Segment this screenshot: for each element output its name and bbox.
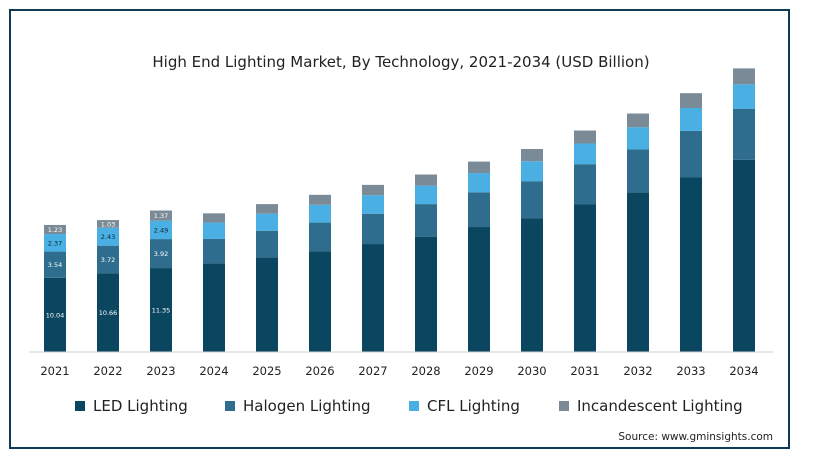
data-label-incandescent-lighting-2021: 1.23 [48, 226, 62, 234]
bar-cfl-lighting-2029 [468, 173, 490, 193]
legend-swatch-incandescent-lighting [559, 401, 569, 411]
bar-led-lighting-2034 [733, 159, 755, 352]
legend-label-cfl-lighting: CFL Lighting [427, 397, 520, 415]
bar-incandescent-lighting-2032 [627, 113, 649, 128]
x-tick-label-2033: 2033 [676, 364, 705, 378]
legend-swatch-led-lighting [75, 401, 85, 411]
data-label-led-lighting-2021: 10.04 [46, 311, 65, 319]
data-label-cfl-lighting-2021: 2.37 [48, 239, 62, 247]
bar-cfl-lighting-2026 [309, 204, 331, 223]
bar-halogen-lighting-2023 [150, 239, 172, 269]
bar-led-lighting-2021 [44, 277, 66, 352]
chart-frame: High End Lighting Market, By Technology,… [9, 9, 790, 449]
bar-halogen-lighting-2032 [627, 149, 649, 193]
legend-swatch-cfl-lighting [409, 401, 419, 411]
data-label-cfl-lighting-2023: 2.49 [154, 226, 168, 234]
legend-label-led-lighting: LED Lighting [93, 397, 188, 415]
bar-halogen-lighting-2025 [256, 230, 278, 258]
bar-halogen-lighting-2021 [44, 251, 66, 278]
bar-halogen-lighting-2027 [362, 213, 384, 245]
bar-halogen-lighting-2026 [309, 222, 331, 252]
x-tick-label-2024: 2024 [199, 364, 228, 378]
x-tick-label-2025: 2025 [252, 364, 281, 378]
x-tick-label-2027: 2027 [358, 364, 387, 378]
bar-incandescent-lighting-2031 [574, 130, 596, 144]
bar-cfl-lighting-2030 [521, 161, 543, 182]
data-label-halogen-lighting-2022: 3.72 [101, 256, 115, 264]
bar-led-lighting-2029 [468, 227, 490, 352]
chart-canvas: High End Lighting Market, By Technology,… [29, 53, 773, 443]
legend: LED Lighting Halogen Lighting CFL Lighting… [75, 397, 743, 415]
x-tick-label-2023: 2023 [146, 364, 175, 378]
x-tick-label-2022: 2022 [93, 364, 122, 378]
bar-incandescent-lighting-2028 [415, 174, 437, 186]
bar-incandescent-lighting-2026 [309, 194, 331, 205]
bar-led-lighting-2027 [362, 244, 384, 352]
bar-halogen-lighting-2034 [733, 108, 755, 160]
x-tick-label-2031: 2031 [570, 364, 599, 378]
bar-cfl-lighting-2023 [150, 220, 172, 240]
bar-cfl-lighting-2032 [627, 127, 649, 150]
bar-halogen-lighting-2033 [680, 130, 702, 178]
bar-incandescent-lighting-2025 [256, 204, 278, 214]
bar-incandescent-lighting-2024 [203, 213, 225, 223]
bar-halogen-lighting-2030 [521, 181, 543, 219]
data-label-led-lighting-2022: 10.66 [99, 309, 118, 317]
bar-halogen-lighting-2031 [574, 164, 596, 205]
x-tick-label-2032: 2032 [623, 364, 652, 378]
bar-cfl-lighting-2027 [362, 195, 384, 214]
legend-label-halogen-lighting: Halogen Lighting [243, 397, 370, 415]
bar-led-lighting-2032 [627, 192, 649, 352]
bar-incandescent-lighting-2033 [680, 93, 702, 108]
bar-cfl-lighting-2034 [733, 84, 755, 109]
bar-halogen-lighting-2029 [468, 192, 490, 228]
x-tick-labels: 2021 2022 2023 2024 2025 2026 2027 2028 2029 2030… [40, 364, 758, 378]
x-tick-label-2028: 2028 [411, 364, 440, 378]
bar-cfl-lighting-2031 [574, 143, 596, 165]
bar-cfl-lighting-2021 [44, 234, 66, 252]
x-tick-label-2030: 2030 [517, 364, 546, 378]
bar-led-lighting-2025 [256, 257, 278, 352]
bar-led-lighting-2026 [309, 251, 331, 352]
bar-incandescent-lighting-2030 [521, 149, 543, 162]
bar-led-lighting-2033 [680, 177, 702, 352]
data-label-cfl-lighting-2022: 2.43 [101, 233, 115, 241]
data-label-led-lighting-2023: 11.35 [152, 307, 171, 315]
legend-label-incandescent-lighting: Incandescent Lighting [577, 397, 743, 415]
bar-incandescent-lighting-2021 [44, 224, 66, 235]
source-note: Source: www.gminsights.com [618, 431, 773, 443]
bar-halogen-lighting-2022 [97, 245, 119, 274]
legend-swatch-halogen-lighting [225, 401, 235, 411]
bar-led-lighting-2031 [574, 204, 596, 352]
chart-title: High End Lighting Market, By Technology,… [152, 53, 649, 71]
bar-halogen-lighting-2028 [415, 204, 437, 237]
bar-led-lighting-2022 [97, 273, 119, 352]
bar-incandescent-lighting-2034 [733, 68, 755, 85]
x-tick-label-2026: 2026 [305, 364, 334, 378]
bar-cfl-lighting-2022 [97, 227, 119, 246]
bar-led-lighting-2030 [521, 218, 543, 352]
bar-cfl-lighting-2024 [203, 222, 225, 239]
x-tick-label-2029: 2029 [464, 364, 493, 378]
bar-incandescent-lighting-2022 [97, 220, 119, 228]
bar-cfl-lighting-2033 [680, 107, 702, 131]
x-tick-label-2021: 2021 [40, 364, 69, 378]
data-label-halogen-lighting-2023: 3.92 [154, 250, 168, 258]
data-label-incandescent-lighting-2022: 1.03 [101, 220, 115, 228]
data-label-halogen-lighting-2021: 3.54 [48, 261, 62, 269]
bar-cfl-lighting-2028 [415, 185, 437, 205]
bar-led-lighting-2023 [150, 268, 172, 352]
bar-incandescent-lighting-2029 [468, 161, 490, 174]
bar-incandescent-lighting-2027 [362, 184, 384, 196]
bar-led-lighting-2024 [203, 263, 225, 352]
bar-halogen-lighting-2024 [203, 238, 225, 264]
bars-group: 10.04 3.54 2.37 1.23 10.66 3.72 2.43 1.03 11.35 3… [44, 68, 755, 352]
bar-led-lighting-2028 [415, 236, 437, 352]
bar-cfl-lighting-2025 [256, 213, 278, 231]
x-tick-label-2034: 2034 [729, 364, 758, 378]
bar-incandescent-lighting-2023 [150, 210, 172, 221]
data-label-incandescent-lighting-2023: 1.37 [154, 212, 168, 220]
